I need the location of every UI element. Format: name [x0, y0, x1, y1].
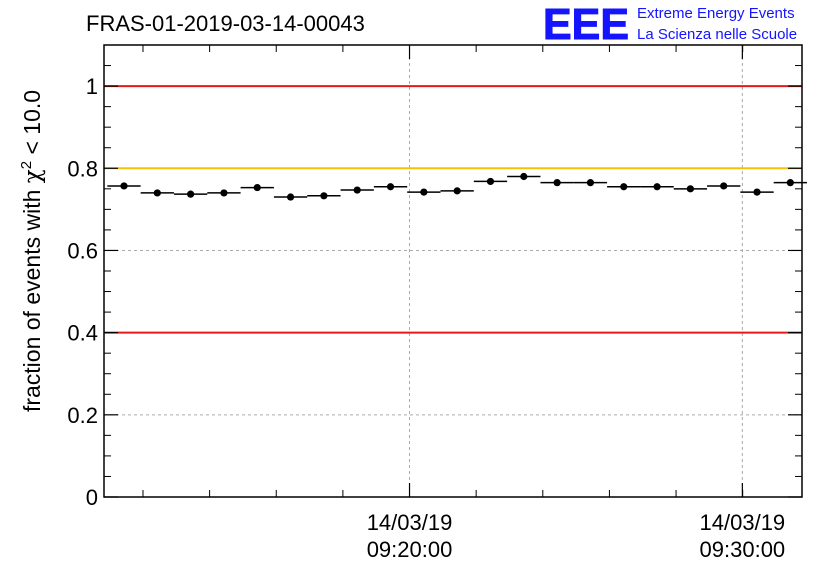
grid-lines [104, 45, 802, 497]
y-tick-label: 0 [86, 485, 98, 510]
x-tick-time: 09:20:00 [367, 537, 453, 562]
x-tick-time: 09:30:00 [700, 537, 786, 562]
data-point [486, 177, 495, 186]
y-tick-label: 0.6 [67, 238, 98, 263]
data-point [686, 185, 694, 193]
data-point [386, 183, 395, 191]
y-tick-label: 0.8 [67, 156, 98, 181]
plot-frame [103, 44, 803, 498]
y-tick-labels: 0 0.2 0.4 0.6 0.8 1 [67, 74, 98, 510]
y-axis-label: fraction of events with χ2 < 10.0 [18, 90, 46, 412]
data-point [453, 187, 461, 195]
data-point [720, 182, 728, 190]
data-point [120, 182, 128, 190]
data-point [187, 190, 195, 198]
x-tick-date: 14/03/19 [700, 510, 786, 535]
data-point [220, 189, 228, 197]
data-point [753, 188, 761, 196]
axis-ticks [104, 45, 802, 498]
data-point [520, 172, 528, 181]
data-point [420, 188, 428, 196]
data-point [353, 186, 361, 194]
data-point [153, 189, 161, 197]
org-name-line2: La Scienza nelle Scuole [637, 26, 797, 43]
run-title: FRAS-01-2019-03-14-00043 [86, 11, 365, 36]
data-point [786, 179, 794, 187]
data-point [653, 183, 661, 191]
data-point [620, 183, 628, 191]
y-tick-label: 1 [86, 74, 98, 99]
data-point [553, 179, 561, 187]
data-point [586, 179, 595, 187]
data-points [107, 172, 807, 201]
reference-lines [104, 85, 802, 334]
eee-logo: EEE [543, 0, 629, 49]
data-point [286, 193, 295, 201]
x-tick-date: 14/03/19 [367, 510, 453, 535]
org-name-line1: Extreme Energy Events [637, 5, 795, 22]
y-tick-label: 0.2 [67, 403, 98, 428]
data-point [253, 183, 261, 192]
y-tick-label: 0.4 [67, 321, 98, 346]
data-point [320, 192, 328, 200]
